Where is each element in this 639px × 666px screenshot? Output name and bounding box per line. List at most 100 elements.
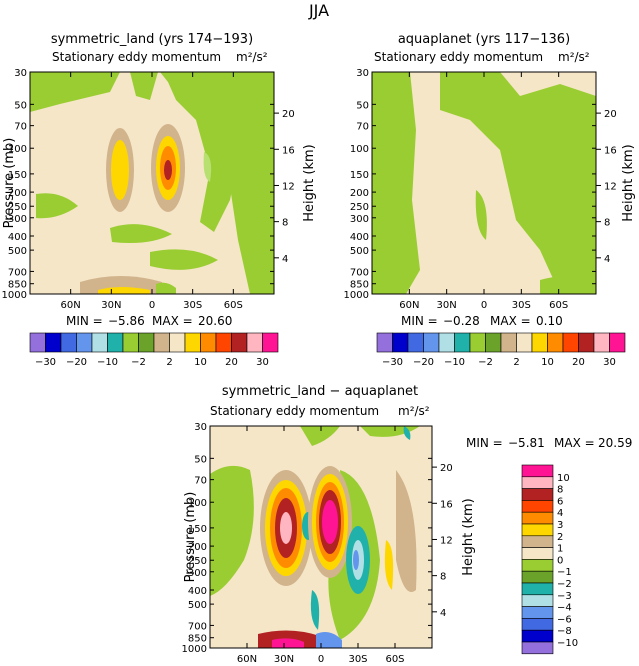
colorbar-label: 2 bbox=[166, 357, 172, 368]
height-tick-label: 4 bbox=[604, 254, 610, 265]
panel-b-contours bbox=[372, 72, 596, 294]
colorbar-label: 10 bbox=[194, 357, 207, 368]
colorbar-box bbox=[521, 476, 554, 489]
panel-b-title: aquaplanet (yrs 117−136) bbox=[398, 32, 570, 47]
colorbar-box bbox=[469, 332, 486, 353]
colorbar-box bbox=[231, 332, 248, 353]
y-tick-label: 30 bbox=[356, 68, 369, 79]
colorbar-box bbox=[485, 332, 502, 353]
panel-c-ylabel-right: Height (km) bbox=[461, 498, 476, 575]
y-tick-label: 700 bbox=[350, 267, 369, 278]
x-tick-label: 60N bbox=[61, 300, 81, 311]
height-tick-label: 16 bbox=[282, 145, 295, 156]
y-tick-label: 1000 bbox=[182, 644, 207, 655]
y-tick-label: 150 bbox=[188, 524, 207, 535]
colorbar-box bbox=[200, 332, 217, 353]
colorbar-box bbox=[521, 582, 554, 596]
y-tick-label: 700 bbox=[8, 267, 27, 278]
colorbar-label: −10 bbox=[97, 357, 118, 368]
y-tick-label: 300 bbox=[8, 214, 27, 225]
colorbar-box bbox=[521, 570, 554, 584]
x-tick-label: 0 bbox=[318, 654, 324, 665]
panel-difference: symmetric_land − aquaplanet Stationary e… bbox=[182, 384, 633, 665]
panel-c-ylabel: Pressure (mb) bbox=[183, 492, 198, 583]
panel-b-max-value: 0.10 bbox=[536, 314, 563, 328]
colorbar-box bbox=[246, 332, 263, 353]
colorbar-box bbox=[454, 332, 471, 353]
y-tick-label: 400 bbox=[8, 232, 27, 243]
y-tick-label: 200 bbox=[8, 188, 27, 199]
colorbar-box bbox=[593, 332, 610, 353]
page-title: JJA bbox=[308, 1, 329, 20]
panel-b-colorbar: −30 −20 −10 −2 2 10 20 30 bbox=[376, 332, 626, 368]
colorbar-box bbox=[521, 488, 554, 501]
colorbar-box bbox=[29, 332, 46, 353]
colorbar-box bbox=[215, 332, 232, 353]
colorbar-label: 0 bbox=[557, 555, 563, 566]
colorbar-box bbox=[531, 332, 548, 353]
y-tick-label: 200 bbox=[188, 542, 207, 553]
panel-b-max-label: MAX = bbox=[490, 314, 531, 328]
height-tick-label: 8 bbox=[440, 572, 446, 583]
colorbar-box bbox=[609, 332, 626, 353]
colorbar-box bbox=[521, 618, 554, 631]
y-tick-label: 70 bbox=[194, 476, 207, 487]
x-tick-label: 30S bbox=[512, 300, 531, 311]
y-tick-label: 250 bbox=[188, 556, 207, 567]
panel-a-ylabel: Pressure (mb) bbox=[2, 138, 17, 229]
y-tick-label: 850 bbox=[8, 280, 27, 291]
colorbar-label: 6 bbox=[557, 496, 563, 507]
colorbar-box bbox=[262, 332, 279, 353]
colorbar-box bbox=[153, 332, 170, 353]
colorbar-box bbox=[516, 332, 533, 353]
height-tick-label: 20 bbox=[604, 109, 617, 120]
y-tick-label: 300 bbox=[350, 214, 369, 225]
x-tick-label: 0 bbox=[481, 300, 487, 311]
panel-c-contours bbox=[210, 426, 432, 648]
y-tick-label: 150 bbox=[8, 170, 27, 181]
panel-a-units: m²/s² bbox=[236, 50, 268, 64]
colorbar-box bbox=[107, 332, 124, 353]
height-tick-label: 16 bbox=[604, 145, 617, 156]
colorbar-box bbox=[45, 332, 62, 353]
colorbar-box bbox=[521, 535, 554, 548]
y-tick-label: 30 bbox=[194, 422, 207, 433]
colorbar-label: −2 bbox=[557, 579, 572, 590]
colorbar-box bbox=[547, 332, 564, 353]
height-tick-label: 8 bbox=[604, 218, 610, 229]
x-tick-label: 30S bbox=[183, 300, 202, 311]
colorbar-box bbox=[521, 594, 554, 607]
y-tick-label: 70 bbox=[14, 122, 27, 133]
colorbar-box bbox=[392, 332, 409, 353]
colorbar-label: −20 bbox=[413, 357, 434, 368]
colorbar-label: 30 bbox=[603, 357, 616, 368]
colorbar-label: 8 bbox=[557, 485, 563, 496]
height-tick-label: 4 bbox=[440, 608, 446, 619]
panel-c-min-value: −5.81 bbox=[508, 436, 545, 450]
colorbar-label: 1 bbox=[557, 544, 563, 555]
x-tick-label: 60S bbox=[224, 300, 243, 311]
colorbar-label: 4 bbox=[557, 508, 563, 519]
colorbar-label: −6 bbox=[557, 614, 572, 625]
colorbar-label: −30 bbox=[382, 357, 403, 368]
panel-a-max-value: 20.60 bbox=[198, 314, 232, 328]
panel-a-max-label: MAX = bbox=[152, 314, 193, 328]
colorbar-box bbox=[169, 332, 186, 353]
panel-a-min-label: MIN = bbox=[66, 314, 103, 328]
panel-symmetric-land: symmetric_land (yrs 174−193) Stationary … bbox=[2, 32, 317, 368]
x-tick-label: 60S bbox=[385, 654, 404, 665]
height-tick-label: 20 bbox=[440, 463, 453, 474]
colorbar-box bbox=[407, 332, 424, 353]
panel-c-title: symmetric_land − aquaplanet bbox=[222, 384, 418, 399]
panel-c-max-value: 20.59 bbox=[598, 436, 632, 450]
panel-b-units: m²/s² bbox=[558, 50, 590, 64]
x-tick-label: 30N bbox=[101, 300, 121, 311]
colorbar-label: −3 bbox=[557, 591, 572, 602]
colorbar-box bbox=[138, 332, 155, 353]
y-tick-label: 50 bbox=[356, 100, 369, 111]
colorbar-label: 20 bbox=[225, 357, 238, 368]
y-tick-label: 50 bbox=[14, 100, 27, 111]
